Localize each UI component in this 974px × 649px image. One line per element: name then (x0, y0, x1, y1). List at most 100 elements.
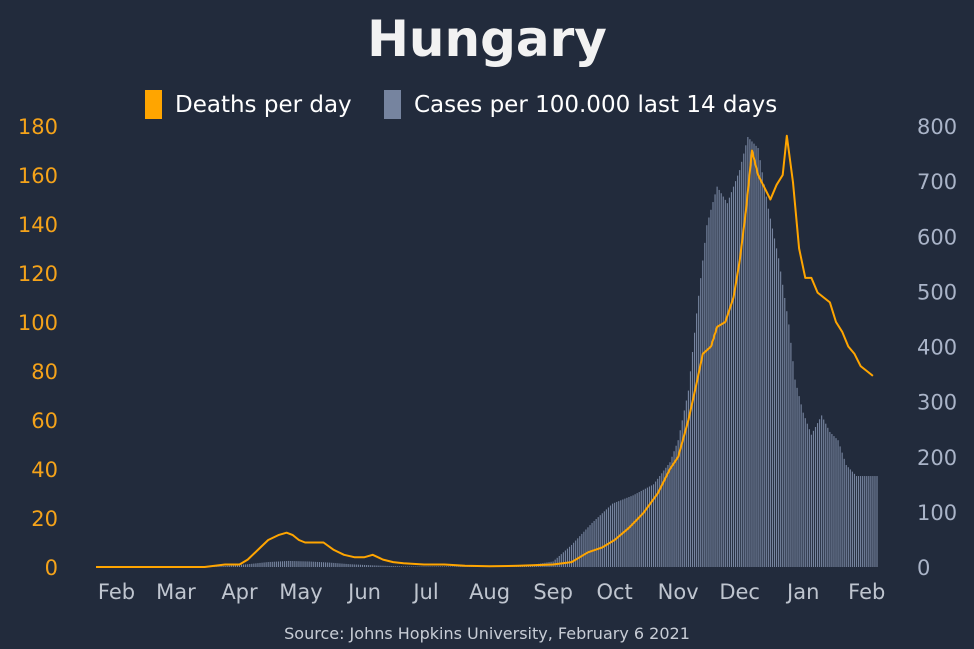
cases-bar (409, 566, 411, 567)
cases-bar (249, 564, 251, 567)
cases-bar (351, 564, 353, 567)
cases-bar (312, 561, 314, 567)
cases-bar (614, 502, 616, 567)
cases-bar (236, 565, 239, 567)
cases-bar (255, 563, 257, 567)
cases-bar (452, 566, 454, 567)
cases-bar (790, 342, 792, 567)
x-tick-label: Dec (719, 580, 760, 604)
cases-bar (642, 489, 644, 567)
cases-bar (864, 476, 866, 567)
x-tick-label: Jun (346, 580, 381, 604)
cases-bar (796, 387, 798, 567)
cases-bar (429, 566, 431, 567)
cases-bar (714, 194, 716, 568)
cases-bar (673, 451, 675, 567)
cases-bar (564, 550, 566, 567)
cases-bar (810, 434, 812, 567)
cases-bar (370, 565, 372, 567)
cases-bar (753, 143, 755, 567)
deaths-line (96, 134, 874, 568)
cases-bar (597, 517, 599, 567)
cases-bar (314, 561, 316, 567)
cases-bar (661, 473, 663, 567)
cases-bar (331, 562, 333, 567)
cases-bar (853, 473, 856, 567)
cases-bar (775, 248, 778, 567)
cases-bar (257, 563, 259, 567)
cases-bar (655, 481, 657, 567)
x-tick-label: Feb (848, 580, 885, 604)
cases-bar (308, 561, 310, 567)
cases-bar (222, 565, 224, 567)
y-axis-left: 0 20 40 60 80 100 120 140 160 180 (18, 115, 58, 580)
cases-bar (421, 566, 423, 567)
cases-bar (343, 563, 345, 567)
cases-bar (698, 295, 700, 567)
cases-bar (361, 564, 364, 567)
cases-bar (605, 509, 607, 567)
cases-bar (290, 560, 292, 567)
cases-bar (261, 562, 263, 567)
cases-bar (782, 284, 784, 567)
cases-bar (599, 515, 601, 567)
cases-bar (575, 540, 577, 567)
cases-bar (390, 566, 392, 567)
cases-bar (433, 566, 435, 567)
y-right-tick-label: 800 (917, 115, 957, 139)
cases-bar (431, 566, 433, 567)
cases-bar (868, 476, 870, 567)
cases-bar (359, 564, 361, 567)
x-tick-label: Feb (98, 580, 135, 604)
cases-bar (349, 564, 351, 567)
x-tick-label: Nov (658, 580, 699, 604)
cases-bar (322, 562, 325, 567)
cases-bar (335, 563, 337, 567)
y-right-tick-label: 700 (917, 170, 957, 194)
cases-bar (388, 565, 390, 567)
cases-bar (234, 565, 236, 567)
cases-bar (456, 566, 458, 567)
cases-bar (761, 172, 763, 567)
cases-bar (757, 148, 759, 568)
cases-bar (437, 566, 439, 567)
cases-bar (706, 225, 708, 567)
cases-bar (411, 566, 413, 567)
cases-bar (581, 533, 583, 567)
cases-bar (558, 555, 560, 567)
cases-bar (443, 566, 446, 567)
y-left-tick-label: 40 (31, 458, 58, 482)
cases-bar (671, 456, 673, 567)
cases-bar (866, 476, 868, 567)
cases-bar (683, 410, 685, 567)
cases-bar (292, 561, 294, 567)
cases-bar (245, 564, 247, 567)
x-tick-label: Oct (596, 580, 632, 604)
cases-bar (638, 492, 640, 567)
cases-bar (702, 260, 704, 567)
cases-bar (751, 141, 753, 567)
cases-bar (700, 278, 702, 567)
cases-bar (786, 311, 788, 567)
cases-bar (398, 566, 400, 567)
cases-bar (816, 423, 819, 567)
cases-bar (240, 564, 243, 567)
cases-bar (417, 566, 419, 567)
cases-bar (454, 566, 456, 567)
cases-bar (216, 566, 218, 567)
cases-bar (616, 501, 618, 567)
cases-bar (355, 564, 357, 567)
cases-bar (585, 529, 587, 567)
cases-bar (286, 561, 288, 567)
cases-bar (603, 511, 605, 567)
cases-bar (821, 415, 823, 567)
cases-bar (341, 563, 343, 567)
cases-bar (636, 493, 638, 567)
cases-bar (593, 520, 595, 567)
cases-bar (681, 420, 683, 567)
cases-bar (874, 476, 876, 567)
cases-bar (835, 438, 837, 567)
cases-bar (441, 566, 443, 567)
cases-bar (423, 566, 425, 567)
cases-bar (743, 153, 745, 567)
